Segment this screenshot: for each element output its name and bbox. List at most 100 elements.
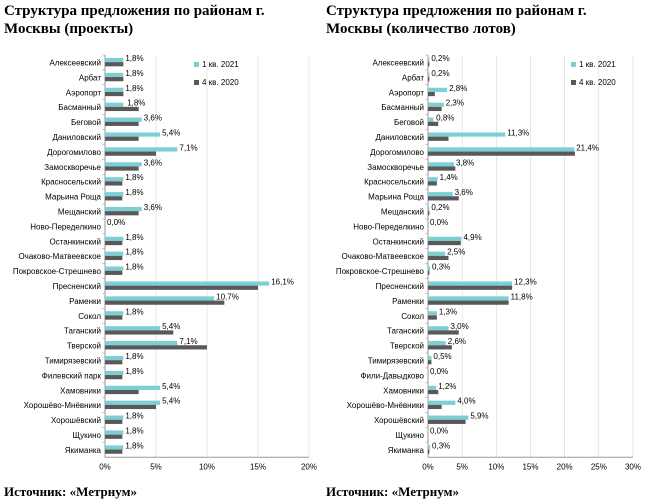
category-label: Марьина Роща (45, 193, 101, 202)
category-label: Красносельский (41, 178, 101, 187)
category-label: Сокол (78, 312, 101, 321)
data-label: 1,8% (125, 69, 143, 78)
data-label: 1,8% (127, 99, 145, 108)
data-label: 2,3% (446, 99, 464, 108)
data-label: 1,8% (125, 352, 143, 361)
data-label: 0,2% (431, 54, 449, 63)
bar-series-1 (105, 311, 124, 316)
category-label: Ново-Переделкино (30, 222, 101, 231)
bar-series-2 (105, 166, 139, 171)
bar-series-2 (105, 136, 139, 141)
data-label: 3,6% (144, 203, 162, 212)
bar-series-1 (105, 326, 161, 331)
bar-series-1 (428, 236, 462, 241)
category-label: Останкинский (373, 237, 425, 246)
bar-series-2 (428, 285, 513, 290)
data-label: 11,3% (507, 128, 529, 137)
category-label: Марьина Роща (368, 193, 424, 202)
bar-series-2 (105, 300, 225, 305)
x-tick-label: 15% (522, 462, 538, 471)
category-label: Тверской (67, 342, 101, 351)
bar-series-2 (428, 404, 442, 410)
bar-series-2 (105, 240, 123, 246)
x-tick-label: 20% (557, 462, 573, 471)
data-label: 3,0% (451, 322, 469, 331)
data-label: 5,4% (162, 397, 180, 406)
bar-series-1 (105, 355, 124, 361)
category-label: Красносельский (364, 178, 424, 187)
category-label: Фили-Давыдково (360, 371, 424, 380)
bar-series-1 (105, 415, 124, 420)
data-label: 3,6% (455, 188, 473, 197)
data-label: 21,4% (576, 143, 599, 152)
bar-series-1 (105, 341, 178, 346)
category-label: Очаково-Матвеевское (341, 252, 424, 261)
legend-label: 1 кв. 2021 (579, 60, 616, 69)
x-tick-label: 30% (625, 462, 641, 471)
category-label: Якиманка (388, 446, 425, 455)
category-label: Раменки (392, 297, 424, 306)
data-label: 0,3% (432, 263, 450, 272)
category-label: Покровское-Стрешнево (336, 267, 425, 276)
category-label: Алексеевский (49, 58, 101, 67)
bar-series-1 (428, 132, 506, 137)
source-note-left: Источник: «Метрнум» (4, 484, 137, 499)
category-label: Дорогомилово (47, 148, 101, 157)
data-label: 5,4% (162, 382, 180, 391)
bar-series-2 (105, 389, 139, 395)
bar-series-2 (428, 211, 430, 216)
category-label: Беговой (71, 118, 101, 127)
data-label: 12,3% (514, 277, 537, 286)
data-label: 1,8% (125, 173, 143, 182)
category-label: Хорошёво-Мнёвники (24, 401, 101, 410)
data-label: 0,3% (432, 441, 450, 450)
bar-series-2 (105, 419, 123, 424)
category-label: Алексеевский (372, 58, 424, 67)
bar-series-1 (428, 311, 437, 316)
bar-series-2 (428, 345, 452, 350)
category-label: Останкинский (50, 237, 102, 246)
bar-series-1 (428, 87, 448, 92)
data-label: 0,2% (431, 203, 449, 212)
bar-series-2 (428, 151, 575, 156)
data-label: 10,7% (216, 292, 239, 301)
chart-projects: 0% 5% 10% 15% 20% Алексеевский 1,8% Арбат 1,8% Аэ… (13, 54, 317, 471)
category-label: Таганский (64, 327, 101, 336)
data-label: 1,4% (440, 173, 458, 182)
data-label: 0,0% (430, 367, 448, 376)
category-label: Арбат (402, 73, 424, 82)
x-tick-label: 10% (488, 462, 504, 471)
legend-swatch (571, 62, 576, 67)
bar-series-1 (428, 251, 446, 256)
chart-lots: 0% 5% 10% 15% 20% 25% 30% Алексеевский 0,2% Арбат… (336, 54, 641, 471)
data-label: 2,8% (449, 84, 467, 93)
data-label: 16,1% (271, 277, 294, 286)
data-label: 0,0% (430, 218, 448, 227)
data-label: 5,4% (162, 128, 180, 137)
data-label: 0,0% (430, 426, 448, 435)
bar-series-1 (105, 236, 124, 241)
category-label: Пресненский (53, 282, 101, 291)
category-label: Хорошёвский (51, 416, 101, 425)
category-label: Тверской (390, 342, 424, 351)
bar-series-2 (428, 240, 461, 246)
bar-series-1 (105, 72, 124, 78)
bar-series-1 (428, 266, 431, 271)
data-label: 1,8% (125, 441, 143, 450)
category-label: Хамовники (60, 386, 101, 395)
data-label: 2,5% (447, 248, 465, 257)
bar-series-2 (105, 91, 124, 97)
bar-series-2 (105, 121, 139, 126)
data-label: 7,1% (179, 143, 197, 152)
data-label: 1,8% (125, 367, 143, 376)
bar-series-2 (105, 270, 123, 275)
bar-series-2 (105, 315, 123, 320)
bar-series-1 (428, 147, 575, 152)
data-label: 1,8% (125, 233, 143, 242)
bar-series-2 (105, 196, 123, 201)
data-label: 0,2% (431, 69, 449, 78)
data-label: 11,8% (511, 292, 533, 301)
bar-series-1 (105, 132, 161, 137)
category-label: Даниловский (375, 133, 424, 142)
bar-series-2 (428, 166, 456, 171)
